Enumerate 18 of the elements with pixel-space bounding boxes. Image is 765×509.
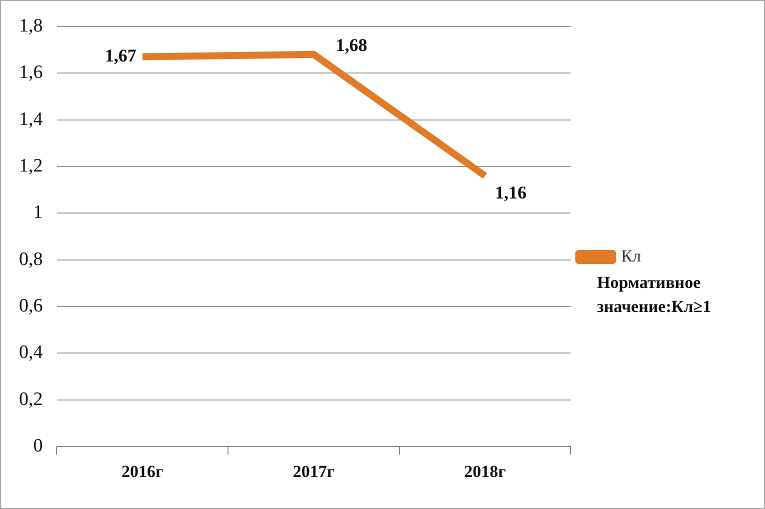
x-tick-label: 2016г: [122, 462, 164, 482]
y-tick-label: 1,8: [19, 15, 43, 36]
y-tick-label: 0,6: [19, 296, 43, 317]
y-tick-label: 0,2: [19, 388, 43, 410]
y-tick-label: 0,8: [19, 248, 43, 270]
y-tick-label: 0: [33, 436, 43, 457]
y-tick-label: 1,4: [19, 108, 44, 130]
y-tick-label: 0,4: [19, 342, 44, 364]
text: Нормативное значение:Кл≥1: [597, 272, 712, 318]
data-label: 1,68: [336, 35, 368, 56]
data-label: 1,16: [495, 182, 527, 202]
y-tick-label: 1: [33, 202, 43, 224]
y-tick-label: 1,6: [19, 62, 43, 84]
y-tick-label: 1,2: [19, 155, 43, 176]
legend-label: Кл: [621, 246, 642, 266]
x-tick-label: 2017г: [292, 462, 335, 482]
x-tick-label: 2018г: [464, 462, 506, 482]
data-label: 1,67: [104, 45, 136, 66]
